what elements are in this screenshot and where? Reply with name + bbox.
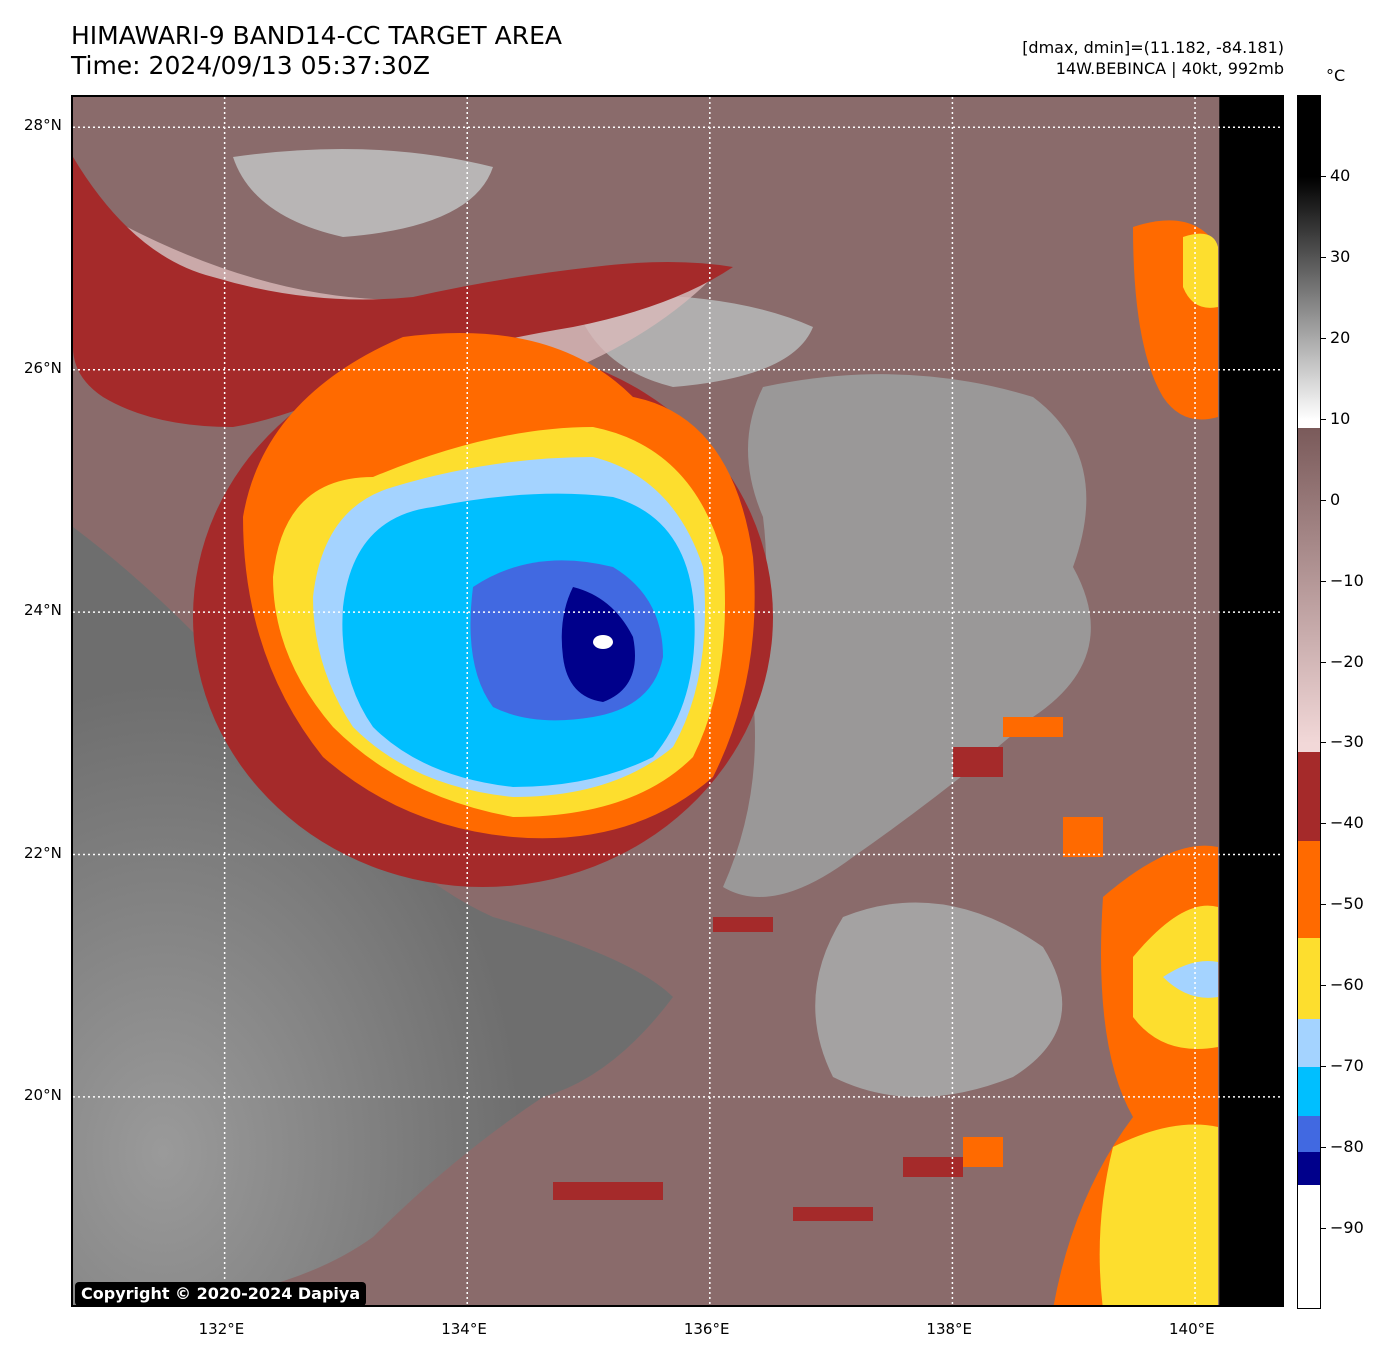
colorbar-segment bbox=[1298, 1018, 1320, 1068]
colorbar-tick-mark bbox=[1321, 1228, 1326, 1230]
cold-belt-north bbox=[73, 157, 733, 427]
colorbar-tick-label: 10 bbox=[1330, 408, 1351, 428]
no-data-strip bbox=[1219, 97, 1282, 1305]
colorbar-segment bbox=[1298, 427, 1320, 744]
colorbar-tick-mark bbox=[1321, 175, 1326, 177]
colorbar-tick-label: −40 bbox=[1330, 813, 1364, 833]
colorbar-tick-mark bbox=[1321, 1147, 1326, 1149]
colorbar-tick-label: 30 bbox=[1330, 246, 1351, 266]
graticule bbox=[73, 97, 1282, 1305]
colorbar-tick-mark bbox=[1321, 256, 1326, 258]
satellite-map[interactable]: Copyright © 2020-2024 Dapiya bbox=[71, 95, 1284, 1307]
convection-east-lightblue bbox=[1163, 961, 1218, 998]
colorbar-segment bbox=[1298, 96, 1320, 178]
latitude-label: 28°N bbox=[24, 116, 62, 135]
copyright-label: Copyright © 2020-2024 Dapiya bbox=[75, 1282, 367, 1305]
colorbar-tick-label: 40 bbox=[1330, 165, 1351, 185]
colorbar-tick-mark bbox=[1321, 580, 1326, 582]
satellite-imagery bbox=[73, 97, 1282, 1305]
storm-info: 14W.BEBINCA | 40kt, 992mb bbox=[1055, 59, 1284, 78]
colorbar-segment bbox=[1298, 1184, 1320, 1308]
longitude-label: 140°E bbox=[1169, 1320, 1215, 1338]
colorbar-segment bbox=[1298, 840, 1320, 939]
longitude-label: 134°E bbox=[441, 1320, 487, 1338]
colorbar-tick-label: −70 bbox=[1330, 1056, 1364, 1076]
colorbar-segment bbox=[1298, 1067, 1320, 1117]
colorbar-tick-label: −60 bbox=[1330, 975, 1364, 995]
colorbar-segment bbox=[1298, 937, 1320, 1020]
map-title: HIMAWARI-9 BAND14-CC TARGET AREA bbox=[71, 21, 563, 50]
convection-east-yellow-2 bbox=[1099, 1124, 1218, 1305]
colorbar-tick-label: −30 bbox=[1330, 732, 1364, 752]
colorbar bbox=[1297, 95, 1321, 1309]
colorbar-tick-label: 0 bbox=[1330, 489, 1341, 509]
colorbar-tick-mark bbox=[1321, 985, 1326, 987]
dmax-dmin-readout: [dmax, dmin]=(11.182, -84.181) bbox=[1022, 38, 1284, 57]
latitude-label: 20°N bbox=[24, 1085, 62, 1104]
colorbar-tick-mark bbox=[1321, 418, 1326, 420]
colorbar-tick-mark bbox=[1321, 337, 1326, 339]
colorbar-tick-mark bbox=[1321, 823, 1326, 825]
low-cloud-southeast bbox=[815, 902, 1063, 1097]
colorbar-segment bbox=[1298, 419, 1320, 429]
colorbar-tick-mark bbox=[1321, 742, 1326, 744]
colorbar-tick-label: −80 bbox=[1330, 1137, 1364, 1157]
low-cloud-east bbox=[723, 374, 1091, 898]
latitude-label: 24°N bbox=[24, 601, 62, 620]
colorbar-tick-mark bbox=[1321, 1066, 1326, 1068]
longitude-label: 136°E bbox=[683, 1320, 730, 1338]
colorbar-segment bbox=[1298, 751, 1320, 842]
map-time: Time: 2024/09/13 05:37:30Z bbox=[71, 51, 430, 80]
scattered-cells bbox=[553, 717, 1103, 1221]
cloud-northwest bbox=[233, 149, 493, 237]
colorbar-tick-label: −10 bbox=[1330, 570, 1364, 590]
colorbar-segment bbox=[1298, 743, 1320, 753]
colorbar-tick-label: −50 bbox=[1330, 894, 1364, 914]
longitude-label: 132°E bbox=[198, 1320, 245, 1338]
colorbar-tick-mark bbox=[1321, 499, 1326, 501]
convection-east-north-core bbox=[1183, 233, 1218, 308]
longitude-label: 138°E bbox=[926, 1320, 973, 1338]
colorbar-tick-label: 20 bbox=[1330, 327, 1351, 347]
colorbar-segment bbox=[1298, 1115, 1320, 1153]
latitude-label: 26°N bbox=[24, 358, 62, 377]
colorbar-tick-label: −20 bbox=[1330, 651, 1364, 671]
colorbar-tick-mark bbox=[1321, 904, 1326, 906]
overshooting-top bbox=[593, 635, 613, 649]
colorbar-segment bbox=[1298, 1152, 1320, 1186]
latitude-label: 22°N bbox=[24, 843, 62, 862]
colorbar-unit: °C bbox=[1326, 66, 1346, 85]
colorbar-tick-label: −90 bbox=[1330, 1218, 1364, 1238]
colorbar-tick-mark bbox=[1321, 661, 1326, 663]
colorbar-segment bbox=[1298, 176, 1320, 421]
